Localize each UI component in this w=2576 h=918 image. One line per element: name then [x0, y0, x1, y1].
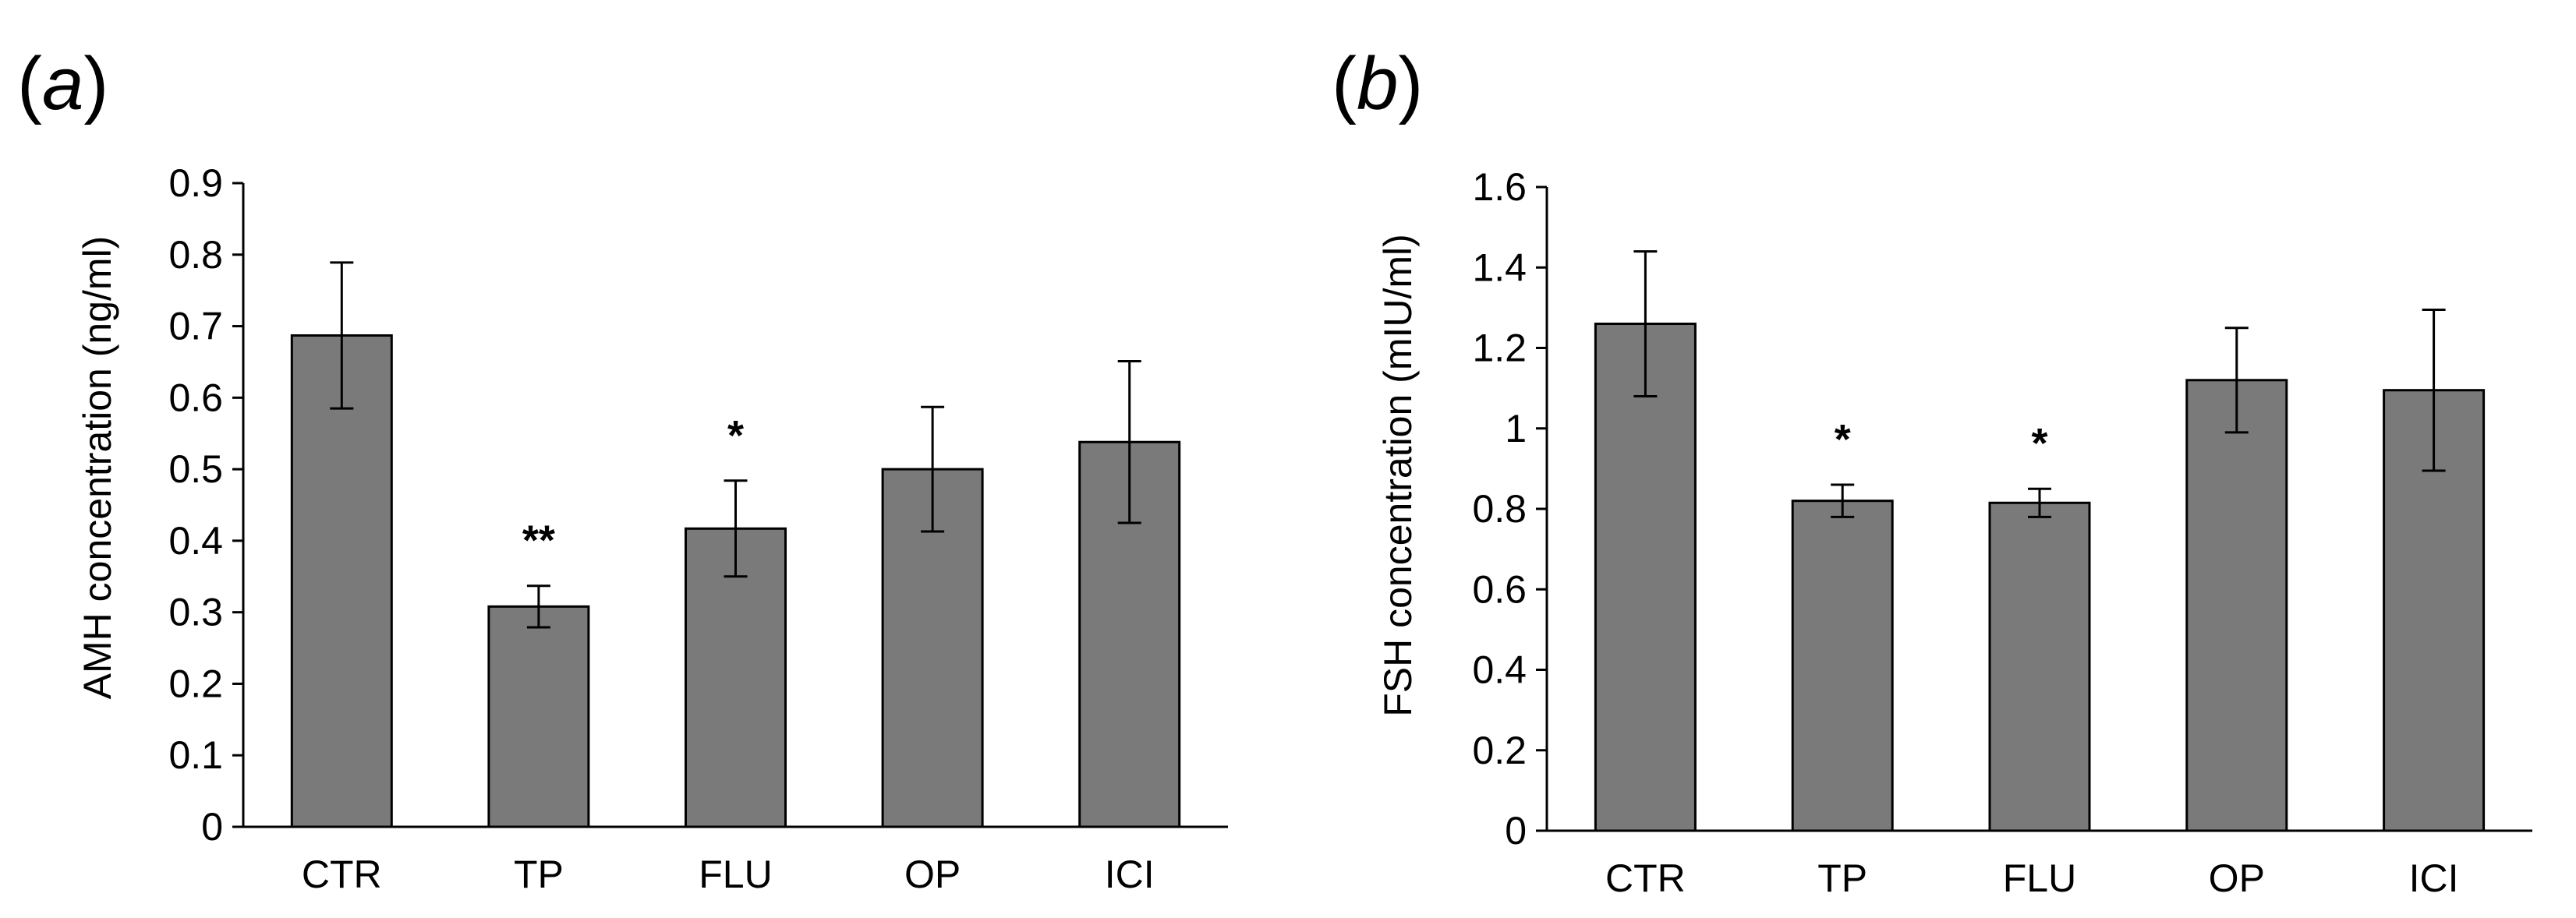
fsh-error-bar-op [2224, 327, 2249, 434]
fsh-error-bar-ici [2422, 308, 2446, 472]
fsh-error-bar-ctr [1633, 250, 1658, 397]
amh-y-tick-label: 0.2 [168, 662, 223, 705]
amh-error-bar-tp [526, 584, 550, 629]
amh-significance-flu: * [727, 412, 744, 459]
fsh-significance-flu: * [2031, 420, 2047, 467]
amh-y-tick-label: 0 [201, 805, 223, 849]
panel-amh: (a) AMH concentration (ng/ml) 0 0.1 0.2 0.3… [17, 42, 1228, 896]
panel-a-label: (a) [17, 42, 108, 125]
amh-y-tick-label: 0.8 [168, 233, 223, 277]
amh-x-tick-label-ctr: CTR [302, 853, 382, 896]
amh-error-bar-op [921, 405, 945, 533]
fsh-error-bar-tp [1831, 483, 1855, 518]
amh-x-tick-label-flu: FLU [699, 853, 772, 896]
fsh-bar-tp [1791, 500, 1894, 832]
amh-bar-tp [487, 605, 590, 828]
fsh-y-tick-label: 1.4 [1472, 245, 1527, 289]
fsh-y-tick-label: 0 [1505, 809, 1527, 853]
amh-y-tick-label: 0.3 [168, 591, 223, 634]
fsh-x-tick-label-flu: FLU [2003, 856, 2076, 900]
fsh-y-tick-label: 0.6 [1472, 567, 1527, 611]
amh-x-tick-label-op: OP [904, 853, 961, 896]
amh-x-tick-label-ici: ICI [1105, 853, 1155, 896]
amh-y-tick-label: 0.7 [168, 305, 223, 348]
amh-y-tick-label: 0.6 [168, 376, 223, 419]
fsh-x-tick-label-ici: ICI [2409, 856, 2459, 900]
fsh-y-tick-label: 0.2 [1472, 729, 1527, 772]
fsh-significance-tp: * [1835, 416, 1851, 463]
fsh-bar-flu [1988, 501, 2091, 832]
amh-error-bar-flu [724, 479, 748, 578]
amh-y-tick-label: 0.1 [168, 733, 223, 777]
fsh-bar-op [2185, 379, 2288, 832]
amh-y-tick-label: 0.9 [168, 161, 223, 205]
y-axis-title-amh: AMH concentration (ng/ml) [76, 236, 119, 700]
amh-bar-ctr [290, 334, 393, 828]
amh-y-tick-label: 0.5 [168, 447, 223, 491]
panel-fsh: (b) FSH concentration (mIU/ml) 0 0.2 0.4 0.… [1332, 42, 2532, 900]
y-axis-title-fsh: FSH concentration (mIU/ml) [1376, 234, 1420, 717]
fsh-bar-ctr [1594, 323, 1697, 832]
amh-error-bar-ctr [330, 261, 354, 410]
fsh-y-tick-label: 0.8 [1472, 487, 1527, 531]
amh-significance-tp: ** [522, 517, 555, 564]
amh-error-bar-ici [1117, 360, 1141, 524]
amh-x-tick-label-tp: TP [514, 853, 564, 896]
fsh-y-tick-label: 1.2 [1472, 327, 1527, 370]
fsh-x-tick-label-ctr: CTR [1605, 856, 1686, 900]
amh-y-tick-label: 0.4 [168, 519, 223, 563]
fsh-error-bar-flu [2028, 487, 2051, 518]
fsh-y-tick-label: 0.4 [1472, 648, 1527, 692]
panel-b-label: (b) [1332, 42, 1423, 125]
fsh-x-tick-label-op: OP [2209, 856, 2265, 900]
fsh-y-tick-label: 1 [1505, 407, 1527, 450]
fsh-x-tick-label-tp: TP [1817, 856, 1867, 900]
fsh-y-tick-label: 1.6 [1472, 165, 1527, 209]
